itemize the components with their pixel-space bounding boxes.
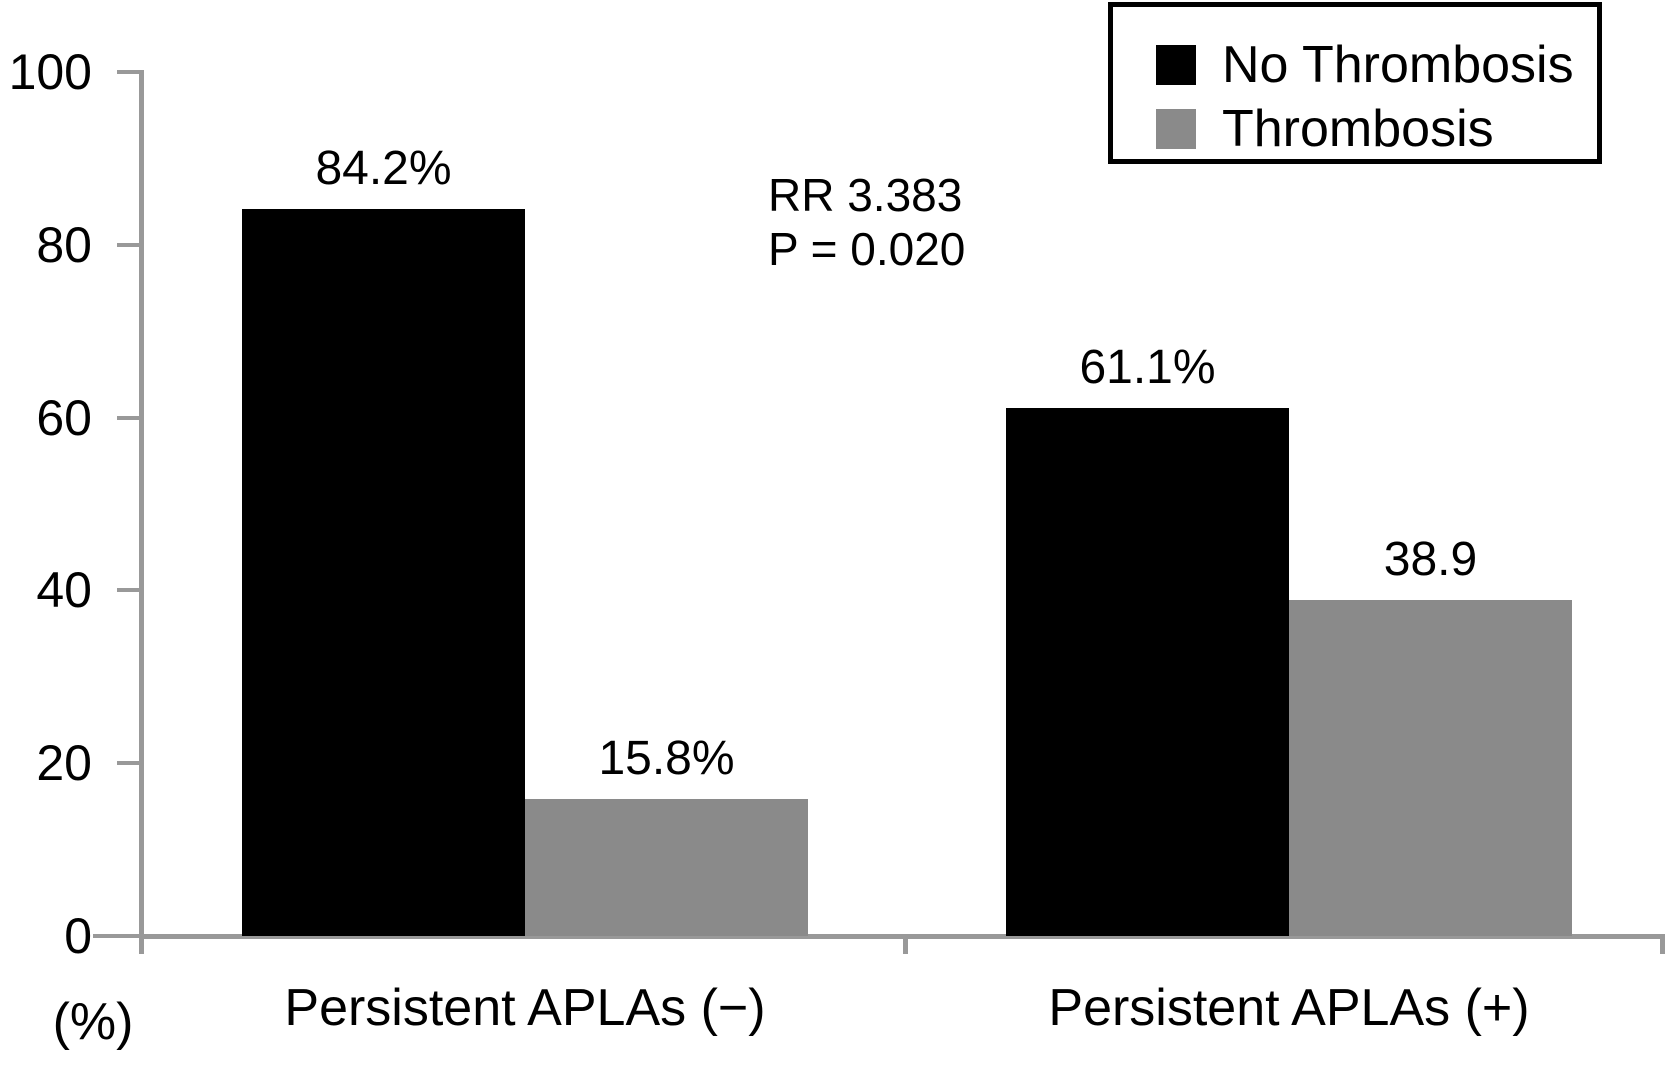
legend-entry: Thrombosis: [1156, 103, 1597, 155]
y-tick-mark: [117, 242, 139, 247]
bar-value-label: 61.1%: [1079, 341, 1216, 395]
category-label: Persistent APLAs (−): [284, 979, 766, 1037]
y-tick-label: 20: [36, 735, 92, 792]
legend: No Thrombosis Thrombosis: [1108, 2, 1602, 164]
relative-risk-text: RR 3.383: [768, 169, 963, 221]
y-tick-mark: [117, 761, 139, 766]
bar-thrombosis: [1289, 599, 1572, 936]
x-tick-mark: [1660, 936, 1665, 954]
category-label: Persistent APLAs (+): [1048, 979, 1530, 1037]
legend-entry: No Thrombosis: [1156, 39, 1597, 91]
y-tick-mark: [117, 588, 139, 593]
y-tick-label: 40: [36, 562, 92, 619]
legend-swatch-icon: [1156, 109, 1196, 149]
stats-annotation: RR 3.383 P = 0.020: [768, 168, 965, 276]
bar-thrombosis: [525, 799, 808, 936]
y-tick-mark: [117, 415, 139, 420]
y-tick-label: 100: [8, 44, 92, 100]
x-axis-line: [139, 934, 1665, 939]
bar-value-label: 38.9: [1383, 532, 1478, 586]
bar-value-label: 15.8%: [598, 732, 735, 786]
bar-value-label: 84.2%: [315, 141, 452, 195]
legend-swatch-icon: [1156, 45, 1196, 85]
y-tick-mark: [117, 70, 139, 74]
bar-no-thrombosis: [1006, 408, 1289, 936]
p-value-text: P = 0.020: [768, 223, 966, 275]
y-tick-label: 60: [36, 389, 92, 446]
y-tick-label: 80: [36, 216, 92, 273]
legend-label: No Thrombosis: [1222, 36, 1574, 94]
x-tick-mark: [903, 936, 908, 954]
y-axis-unit-label: (%): [52, 993, 134, 1051]
y-axis-line: [139, 70, 144, 954]
legend-label: Thrombosis: [1222, 100, 1494, 158]
y-tick-label: 0: [64, 908, 92, 964]
bar-no-thrombosis: [242, 208, 525, 936]
y-tick-mark: [93, 934, 139, 938]
